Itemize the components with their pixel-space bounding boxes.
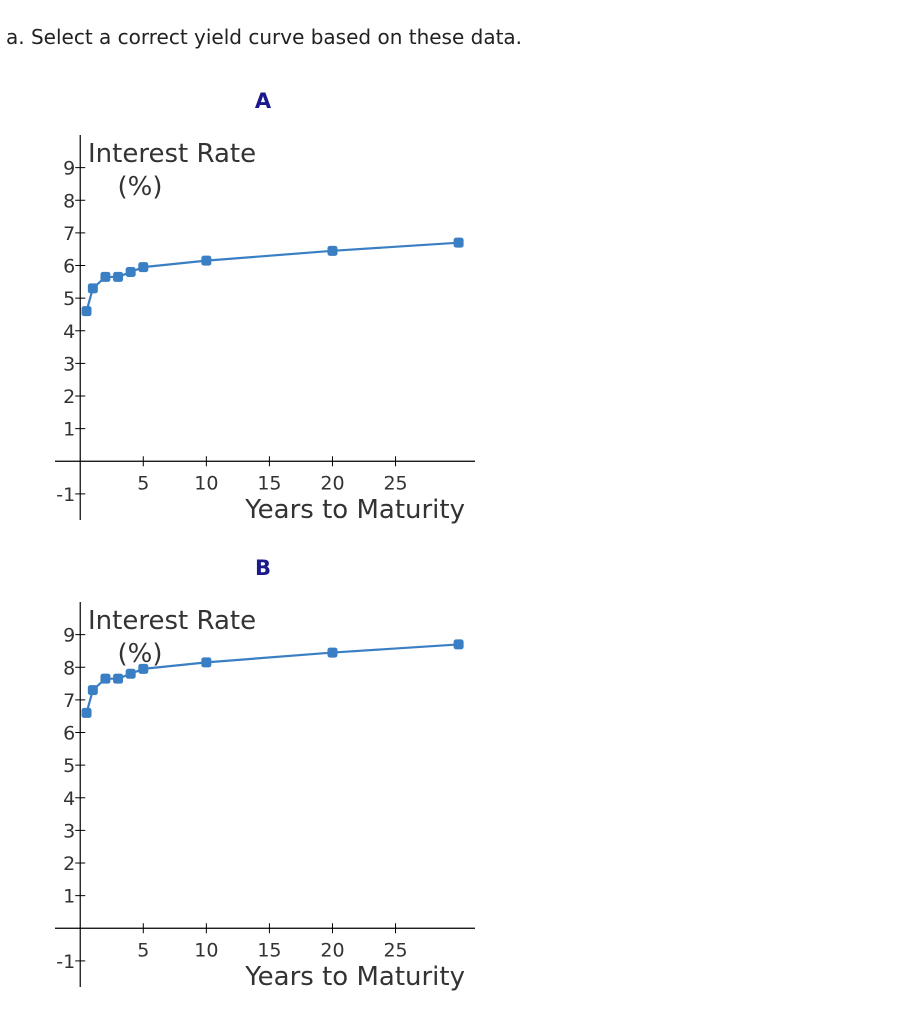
- y-tick-label: 1: [63, 886, 75, 908]
- chart-title: B: [255, 556, 271, 580]
- x-axis-label: Years to Maturity: [244, 495, 465, 525]
- data-point: [81, 306, 92, 317]
- x-tick-label: 10: [194, 939, 218, 961]
- y-tick-label: 6: [63, 723, 75, 745]
- data-point: [138, 262, 149, 273]
- data-point: [100, 271, 111, 282]
- y-tick-label: -1: [56, 951, 75, 973]
- y-axis-label: Interest Rate: [88, 606, 256, 636]
- x-tick-label: 5: [137, 472, 149, 494]
- data-point: [81, 707, 92, 718]
- y-axis-label: Interest Rate: [88, 139, 256, 169]
- y-tick-label: 5: [63, 288, 75, 310]
- y-tick-label: 3: [63, 820, 75, 842]
- y-tick-label: 9: [63, 158, 75, 180]
- y-tick-label: 8: [63, 190, 75, 212]
- data-point: [327, 647, 338, 658]
- x-tick-label: 15: [257, 939, 281, 961]
- data-point: [138, 663, 149, 674]
- x-tick-label: 5: [137, 939, 149, 961]
- x-tick-label: 10: [194, 472, 218, 494]
- y-tick-label: 2: [63, 386, 75, 408]
- y-tick-label: 7: [63, 690, 75, 712]
- y-tick-label: 3: [63, 353, 75, 375]
- y-tick-label: 9: [63, 625, 75, 647]
- data-point: [327, 245, 338, 256]
- y-tick-label: 4: [63, 788, 75, 810]
- x-axis-label: Years to Maturity: [244, 962, 465, 992]
- data-point: [87, 685, 98, 696]
- data-point: [113, 673, 124, 684]
- question: a. Select a correct yield curve based on…: [6, 25, 522, 49]
- x-tick-label: 25: [383, 939, 407, 961]
- chart-title: A: [255, 89, 272, 113]
- y-tick-label: 1: [63, 419, 75, 441]
- x-tick-label: 20: [320, 939, 344, 961]
- data-point: [201, 657, 212, 668]
- x-tick-label: 15: [257, 472, 281, 494]
- data-point: [125, 668, 136, 679]
- y-tick-label: 8: [63, 657, 75, 679]
- y-axis-label: (%): [118, 172, 163, 202]
- x-tick-label: 25: [383, 472, 407, 494]
- y-tick-label: 7: [63, 223, 75, 245]
- data-point: [100, 673, 111, 684]
- data-point: [87, 283, 98, 294]
- y-tick-label: 6: [63, 256, 75, 278]
- data-point: [125, 267, 136, 278]
- y-tick-label: 5: [63, 755, 75, 777]
- y-tick-label: 2: [63, 853, 75, 875]
- data-point: [201, 255, 212, 266]
- x-tick-label: 20: [320, 472, 344, 494]
- data-point: [453, 237, 464, 248]
- series-line: [85, 241, 459, 312]
- data-point: [453, 639, 464, 650]
- data-point: [113, 271, 124, 282]
- y-axis-label: (%): [118, 639, 163, 669]
- y-tick-label: -1: [56, 484, 75, 506]
- y-tick-label: 4: [63, 321, 75, 343]
